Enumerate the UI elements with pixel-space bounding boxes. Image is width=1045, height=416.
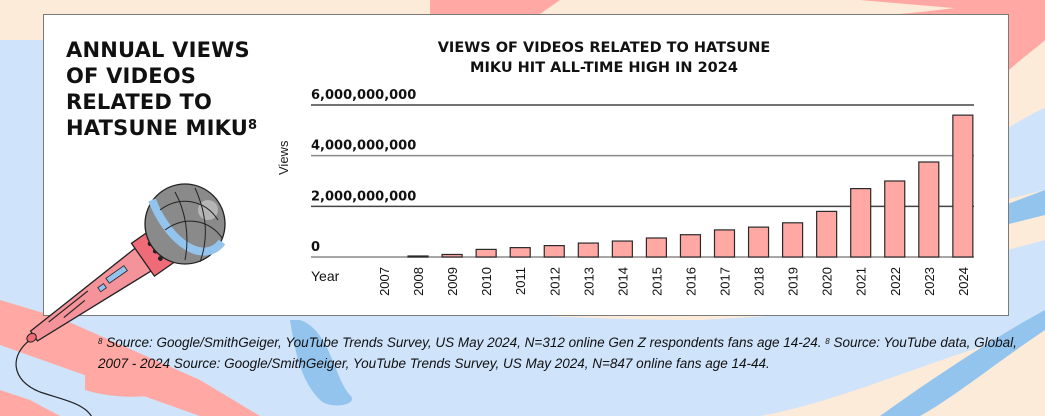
- x-tick-label: 2023: [922, 267, 937, 296]
- side-title-line-3: RELATED TO: [66, 90, 213, 114]
- bar-2009: [441, 253, 463, 258]
- bar-2021: [850, 188, 872, 258]
- x-tick-label: 2014: [615, 267, 630, 296]
- side-title-line-4: HATSUNE MIKU: [66, 116, 248, 140]
- bar-2010: [475, 248, 497, 258]
- x-tick-label: 2010: [479, 267, 494, 296]
- bar-2011: [509, 247, 531, 258]
- y-tick-label: 0: [311, 240, 320, 255]
- bar-2008: [407, 255, 429, 258]
- footnote-text-2: Source: YouTube data, Global, 2007 - 202…: [98, 335, 1017, 371]
- bar-2013: [577, 242, 599, 258]
- bar-2020: [816, 210, 838, 258]
- side-title-line-2: OF VIDEOS: [66, 64, 197, 88]
- x-tick-label: 2024: [956, 267, 971, 296]
- x-tick-label: 2017: [718, 267, 733, 296]
- microphone-icon: [15, 183, 226, 416]
- side-title: ANNUAL VIEWS OF VIDEOS RELATED TO HATSUN…: [66, 37, 286, 141]
- x-tick-label: 2020: [820, 267, 835, 296]
- footnote-marker-2: 8: [825, 337, 830, 346]
- x-tick-label: 2021: [854, 267, 869, 296]
- x-tick-label: 2008: [411, 267, 426, 296]
- x-tick-label: 2007: [377, 267, 392, 296]
- bar-2024: [952, 114, 974, 258]
- bar-2016: [679, 234, 702, 258]
- x-tick-label: 2015: [649, 267, 664, 296]
- y-tick-label: 2,000,000,000: [311, 189, 416, 204]
- bar-2017: [713, 229, 736, 258]
- bar-2014: [611, 240, 633, 258]
- y-tick-label: 6,000,000,000: [311, 88, 416, 103]
- bar-2015: [645, 237, 668, 258]
- x-axis-label: Year: [311, 268, 340, 284]
- side-title-line-1: ANNUAL VIEWS: [66, 38, 250, 62]
- x-tick-label: 2022: [888, 267, 903, 296]
- footnote-marker: 8: [248, 118, 258, 133]
- x-tick-label: 2013: [581, 267, 596, 296]
- bar-2022: [884, 180, 906, 258]
- x-tick-label: 2012: [547, 267, 562, 296]
- x-tick-label: 2016: [683, 267, 698, 296]
- chart-card: ANNUAL VIEWS OF VIDEOS RELATED TO HATSUN…: [43, 14, 1009, 316]
- bar-2019: [781, 222, 804, 258]
- x-tick-label: 2019: [786, 267, 801, 296]
- chart-title-line-1: VIEWS OF VIDEOS RELATED TO HATSUNE: [437, 40, 771, 56]
- bar-chart: 0 2,000,000,000 4,000,000,000 6,000,000,000…: [311, 88, 974, 296]
- chart-title-line-2: MIKU HIT ALL-TIME HIGH IN 2024: [470, 60, 738, 76]
- side-title-line-4-wrap: HATSUNE MIKU8: [66, 115, 286, 141]
- chart-title: VIEWS OF VIDEOS RELATED TO HATSUNE MIKU …: [414, 38, 794, 78]
- footnote: 8 Source: Google/SmithGeiger, YouTube Tr…: [98, 332, 1018, 374]
- x-tick-label: 2018: [752, 267, 767, 296]
- bar-2012: [543, 245, 565, 258]
- x-tick-label: 2009: [445, 267, 460, 296]
- y-tick-label: 4,000,000,000: [311, 139, 416, 154]
- x-tick-label: 2011: [513, 267, 528, 295]
- bar-2018: [747, 226, 770, 258]
- footnote-text-1: Source: Google/SmithGeiger, YouTube Tren…: [106, 335, 822, 350]
- footnote-marker-1: 8: [98, 337, 103, 346]
- bar-2023: [918, 161, 940, 258]
